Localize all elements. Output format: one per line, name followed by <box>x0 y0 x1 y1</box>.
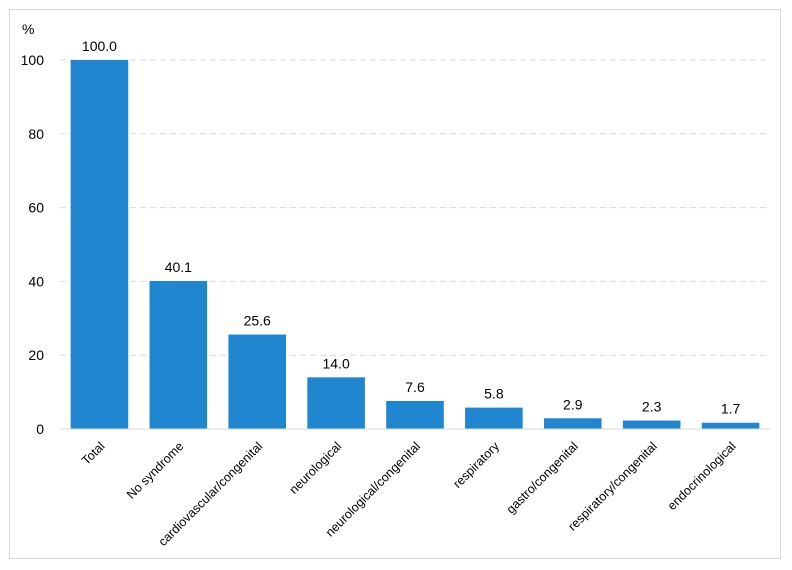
x-tick-label: gastro/congenital <box>504 439 581 516</box>
data-label: 2.3 <box>642 399 662 415</box>
bar <box>543 418 602 429</box>
x-axis-labels: Total No syndromecardiovascular/congenita… <box>79 439 739 549</box>
y-tick-label: 40 <box>28 273 44 289</box>
x-tick-label: Total <box>79 439 108 468</box>
data-label: 100.0 <box>82 38 117 54</box>
y-tick-label: 60 <box>28 200 44 216</box>
y-tick-label: 80 <box>28 126 44 142</box>
bar <box>386 400 444 429</box>
x-tick-label: respiratory/congenital <box>565 439 659 533</box>
bar <box>70 60 129 429</box>
x-tick-label: endocrinological <box>665 439 739 513</box>
bars <box>70 60 760 429</box>
y-axis-ticks: 0 20 40 60 80 100 <box>21 52 45 437</box>
bar <box>465 407 523 429</box>
y-tick-label: 0 <box>36 421 44 437</box>
bar <box>307 377 365 429</box>
bar <box>622 420 681 429</box>
data-label: 40.1 <box>165 259 192 275</box>
data-label: 1.7 <box>721 401 741 417</box>
data-labels: 100.0 40.1 25.6 14.0 7.6 5.8 2.9 2.3 1.7 <box>82 38 741 417</box>
data-label: 5.8 <box>484 386 504 402</box>
x-tick-label: respiratory <box>450 439 502 491</box>
y-tick-label: 20 <box>28 347 44 363</box>
data-label: 14.0 <box>322 355 349 371</box>
y-unit-label: % <box>22 21 34 37</box>
bar <box>228 334 287 429</box>
data-label: 25.6 <box>244 313 271 329</box>
x-tick-label: No syndrome <box>124 439 186 501</box>
x-tick-label: neurological <box>287 439 345 497</box>
data-label: 7.6 <box>405 379 425 395</box>
bar <box>149 281 208 429</box>
y-tick-label: 100 <box>21 52 45 68</box>
data-label: 2.9 <box>563 396 583 412</box>
bar <box>701 422 760 429</box>
chart-frame <box>9 9 781 559</box>
gridlines <box>60 59 770 356</box>
